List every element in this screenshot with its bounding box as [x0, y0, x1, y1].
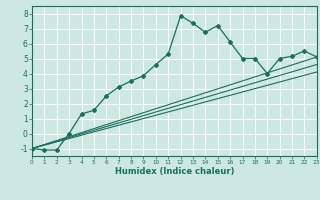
X-axis label: Humidex (Indice chaleur): Humidex (Indice chaleur)	[115, 167, 234, 176]
